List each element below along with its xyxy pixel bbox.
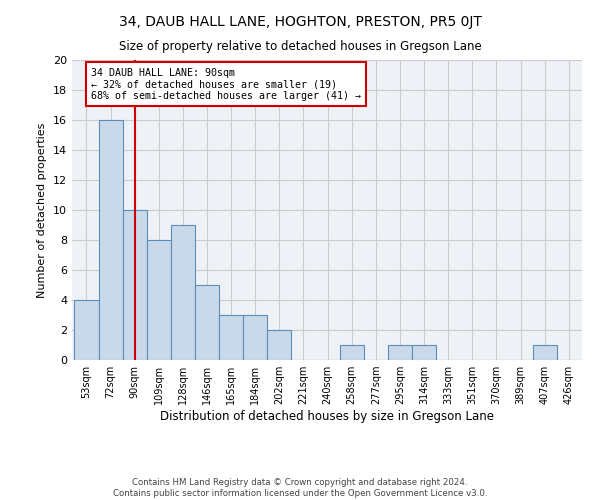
X-axis label: Distribution of detached houses by size in Gregson Lane: Distribution of detached houses by size …: [160, 410, 494, 423]
Text: 34, DAUB HALL LANE, HOGHTON, PRESTON, PR5 0JT: 34, DAUB HALL LANE, HOGHTON, PRESTON, PR…: [119, 15, 481, 29]
Text: Size of property relative to detached houses in Gregson Lane: Size of property relative to detached ho…: [119, 40, 481, 53]
Bar: [340, 345, 364, 360]
Text: 34 DAUB HALL LANE: 90sqm
← 32% of detached houses are smaller (19)
68% of semi-d: 34 DAUB HALL LANE: 90sqm ← 32% of detach…: [91, 68, 361, 100]
Bar: [74, 300, 98, 360]
Bar: [412, 345, 436, 360]
Text: Contains HM Land Registry data © Crown copyright and database right 2024.
Contai: Contains HM Land Registry data © Crown c…: [113, 478, 487, 498]
Bar: [147, 240, 171, 360]
Bar: [98, 120, 122, 360]
Bar: [533, 345, 557, 360]
Bar: [195, 285, 219, 360]
Bar: [219, 315, 243, 360]
Bar: [388, 345, 412, 360]
Bar: [243, 315, 268, 360]
Bar: [171, 225, 195, 360]
Bar: [122, 210, 147, 360]
Y-axis label: Number of detached properties: Number of detached properties: [37, 122, 47, 298]
Bar: [268, 330, 292, 360]
